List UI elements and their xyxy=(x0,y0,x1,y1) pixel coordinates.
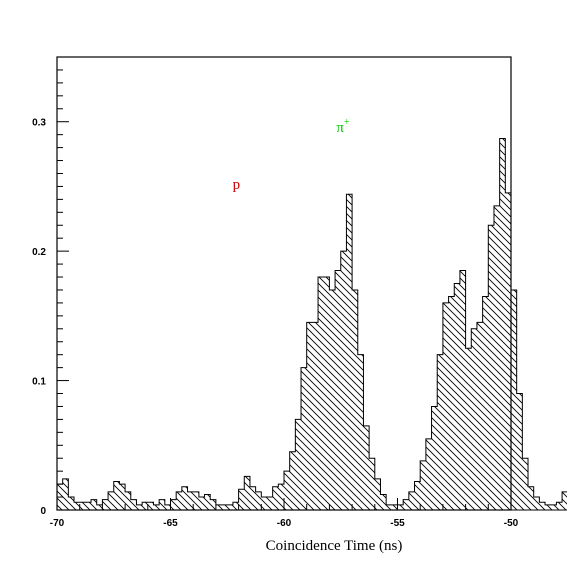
x-tick-label: -65 xyxy=(163,518,178,529)
x-tick-label: -60 xyxy=(277,518,292,529)
axis-ticks: -70 -65 -60 -55 -50 0 0.1 0.2 0.3 xyxy=(32,69,519,529)
x-tick-label: -70 xyxy=(50,518,65,529)
pion-peak-label: π+ xyxy=(336,117,350,136)
histogram-bars xyxy=(56,138,567,511)
y-tick-label: 0.2 xyxy=(32,247,46,258)
y-tick-label: 0.1 xyxy=(32,377,46,388)
proton-peak-label: p xyxy=(233,177,241,193)
histogram-outline xyxy=(56,138,567,511)
x-tick-label: -55 xyxy=(390,518,405,529)
peak-annotations: p π+ xyxy=(233,117,350,193)
x-axis-title: Coincidence Time (ns) xyxy=(266,538,403,554)
x-tick-label: -50 xyxy=(504,518,519,529)
y-tick-label: 0.3 xyxy=(32,118,46,129)
y-tick-label: 0 xyxy=(40,506,46,517)
